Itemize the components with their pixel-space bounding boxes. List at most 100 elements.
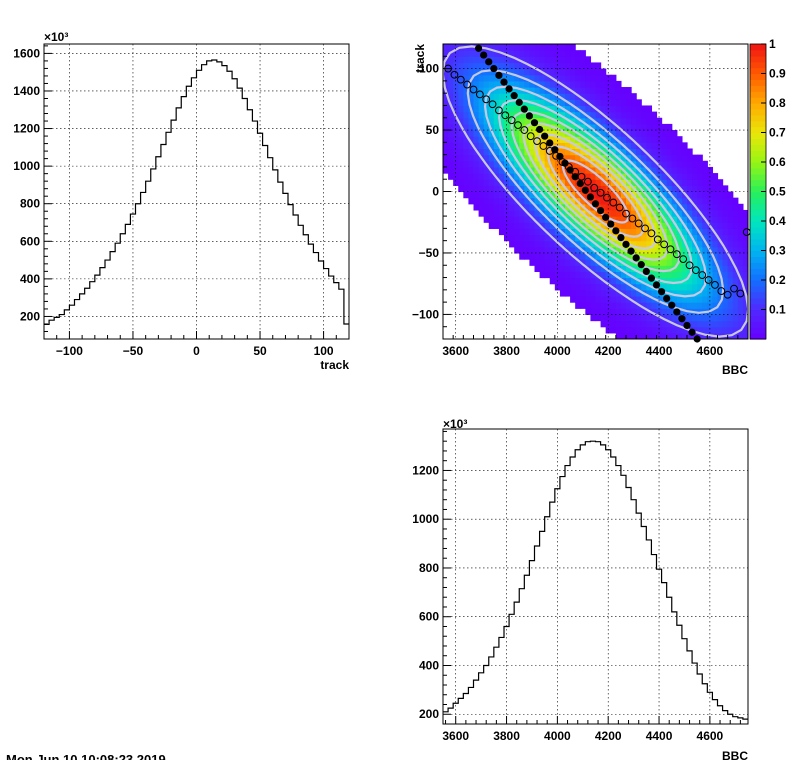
heatmap-cell [620,203,627,211]
heatmap-cell [702,191,708,199]
heatmap-cell [529,142,536,150]
heatmap-cell [580,173,586,180]
heatmap-cell [661,209,668,217]
heatmap-cell [727,277,734,285]
colorbar-band [750,268,766,275]
heatmap-cell [600,179,607,186]
heatmap-cell [671,191,678,199]
open-marker [526,132,535,141]
heatmap-cell [493,111,500,119]
heatmap-cell [631,314,637,322]
heatmap-cell [539,99,546,107]
heatmap-cell [717,295,724,303]
heatmap-cell [681,326,688,334]
heatmap-cell [595,93,602,100]
bbc-track-ytick-label: 0 [432,185,439,199]
heatmap-cell [692,332,698,339]
heatmap-cell [488,173,495,180]
heatmap-cell [448,173,454,180]
heatmap-cell [712,314,719,322]
open-marker [730,284,738,293]
heatmap-cell [575,283,581,291]
heatmap-cell [570,160,576,168]
heatmap-cell [697,216,703,223]
heatmap-cell [458,99,464,107]
heatmap-cell [727,234,734,242]
heatmap-cell [707,320,714,328]
heatmap-cell [539,228,546,236]
heatmap-cell [453,56,459,64]
heatmap-cell [620,93,627,100]
heatmap-cell [549,111,556,119]
heatmap-cell [615,295,622,303]
bbc-histogram-panel: 3600 3800 4000 4200 4400 46002004006008001000… [412,417,749,763]
heatmap-cell [595,142,602,150]
heatmap-cell [641,216,647,223]
heatmap-cell [519,209,525,217]
heatmap-cell [544,259,551,266]
heatmap-cell [448,44,454,51]
heatmap-cell [620,185,627,193]
open-marker [647,229,656,238]
heatmap-cell [742,252,748,260]
heatmap-cell [605,240,612,248]
heatmap-cell [514,209,520,217]
heatmap-cell [666,326,673,334]
filled-marker [647,274,656,282]
heatmap-cell [539,44,546,51]
filled-marker [586,193,595,201]
heatmap-cell [570,209,576,217]
heatmap-cell [590,123,597,131]
heatmap-cell [498,117,505,125]
heatmap-cell [712,234,719,242]
heatmap-cell [453,99,459,107]
heatmap-cell [488,203,495,211]
open-marker [507,116,516,125]
heatmap-cell [676,197,683,205]
heatmap-cell [458,160,464,168]
heatmap-cell [519,197,525,205]
heatmap-cell [636,117,642,125]
heatmap-cell [443,93,449,100]
bbc-hist-ytick-label: 400 [419,658,439,672]
heatmap-cell [504,166,510,174]
heatmap-cell [575,209,581,217]
heatmap-cell [646,179,653,186]
heatmap-cell [615,283,622,291]
heatmap-cell [478,123,485,131]
heatmap-cell [529,123,536,131]
heatmap-cell [742,283,748,291]
heatmap-cell [636,123,642,131]
colorbar-tick-label: 0.7 [769,126,786,140]
heatmap-cell [605,185,612,193]
heatmap-cell [524,240,531,248]
heatmap-cell [575,56,581,64]
bbc-hist-xtick-label: 4200 [595,729,622,743]
heatmap-cell [651,314,658,322]
heatmap-cell [504,234,510,242]
heatmap-cell [549,191,556,199]
heatmap-cell [478,197,485,205]
heatmap-cell [666,228,673,236]
heatmap-cell [651,166,658,174]
heatmap-cell [559,252,566,260]
heatmap-cell [661,130,668,137]
bbc-track-ytick-label: 100 [419,62,439,76]
heatmap-cell [676,166,683,174]
heatmap-cell [483,87,490,94]
filled-marker [495,71,503,79]
heatmap-cell [504,173,510,180]
heatmap-cell [636,185,642,193]
heatmap-cell [565,265,571,272]
heatmap-cell [514,216,520,223]
heatmap-cell [524,142,531,150]
heatmap-cell [727,246,734,254]
heatmap-cell [610,74,617,82]
heatmap-cell [534,99,541,107]
heatmap-cell [641,166,647,174]
heatmap-cell [478,136,485,143]
heatmap-cell [519,68,525,76]
heatmap-cell [615,130,622,137]
heatmap-cell [534,240,541,248]
